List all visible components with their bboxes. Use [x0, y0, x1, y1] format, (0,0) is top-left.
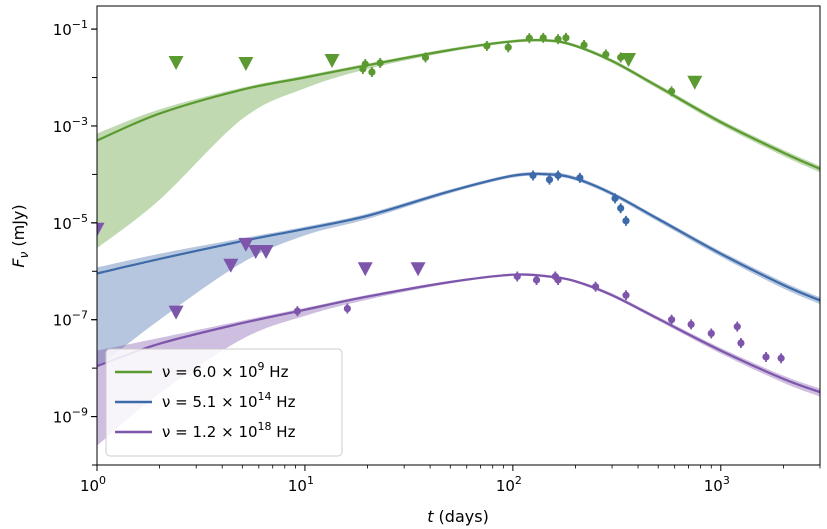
data-point	[580, 41, 588, 49]
upper-limit-marker	[357, 262, 373, 277]
data-point	[554, 276, 562, 284]
data-point	[368, 68, 376, 76]
x-tick-label: 101	[288, 474, 314, 495]
y-tick-label: 10−1	[53, 18, 88, 39]
x-axis-label: t (days)	[427, 507, 489, 526]
data-point	[733, 323, 741, 331]
legend-entry: ν = 5.1 × 1014 Hz	[162, 390, 296, 411]
data-point	[602, 50, 610, 59]
data-point	[525, 34, 533, 42]
data-point	[361, 60, 369, 68]
data-point	[592, 283, 600, 291]
data-point	[777, 354, 785, 362]
upper-limit-marker	[687, 75, 703, 90]
data-point	[611, 194, 619, 202]
data-point	[617, 204, 625, 212]
data-point	[343, 304, 351, 313]
data-point	[576, 174, 584, 182]
upper-limit-marker	[324, 53, 340, 68]
y-axis-label: Fν (mJy)	[9, 204, 31, 267]
x-tick-label: 102	[496, 474, 522, 495]
y-tick-label: 10−7	[53, 309, 88, 330]
upper-limit-marker	[248, 244, 264, 259]
upper-limit-marker	[238, 57, 254, 72]
data-point	[687, 320, 695, 328]
plot-frame	[96, 5, 821, 466]
upper-limit-marker	[168, 305, 184, 320]
x-tick-label: 100	[80, 474, 106, 495]
upper-limit-marker	[410, 262, 426, 277]
data-point	[376, 59, 384, 67]
y-tick-label: 10−5	[53, 212, 88, 233]
legend-entry: ν = 6.0 × 109 Hz	[162, 360, 289, 381]
series-3-model-line	[97, 273, 820, 394]
data-point	[762, 353, 770, 361]
data-point	[504, 43, 512, 51]
data-point	[421, 53, 430, 62]
upper-limit-marker	[168, 55, 184, 70]
legend-entry: ν = 1.2 × 1018 Hz	[162, 420, 296, 441]
series-1-band	[97, 38, 820, 249]
upper-limit-marker	[223, 258, 239, 273]
data-point	[554, 171, 562, 180]
data-point	[622, 217, 630, 225]
data-point	[513, 272, 521, 281]
data-point	[707, 329, 715, 338]
legend-box	[105, 348, 343, 457]
data-point	[483, 42, 491, 50]
data-point	[622, 291, 630, 299]
data-point	[554, 35, 562, 43]
data-point	[293, 307, 302, 315]
data-point	[737, 339, 745, 347]
data-point	[529, 171, 537, 180]
upper-limit-marker	[621, 53, 637, 68]
data-point	[668, 87, 676, 95]
x-tick-label: 103	[704, 474, 730, 495]
upper-limit-marker	[238, 237, 254, 252]
data-point	[545, 176, 554, 184]
data-point	[539, 34, 547, 42]
legend: ν = 6.0 × 109 Hz ν = 5.1 × 1014 Hz ν = 1.2…	[105, 348, 343, 457]
y-tick-label: 10−9	[53, 406, 88, 427]
series-3	[97, 222, 820, 446]
data-point	[668, 316, 676, 324]
data-point	[532, 276, 541, 284]
series-1	[97, 32, 820, 249]
upper-limit-marker	[258, 244, 274, 259]
y-tick-label: 10−3	[53, 115, 88, 136]
data-point	[562, 34, 570, 42]
upper-limit-marker	[97, 222, 105, 237]
